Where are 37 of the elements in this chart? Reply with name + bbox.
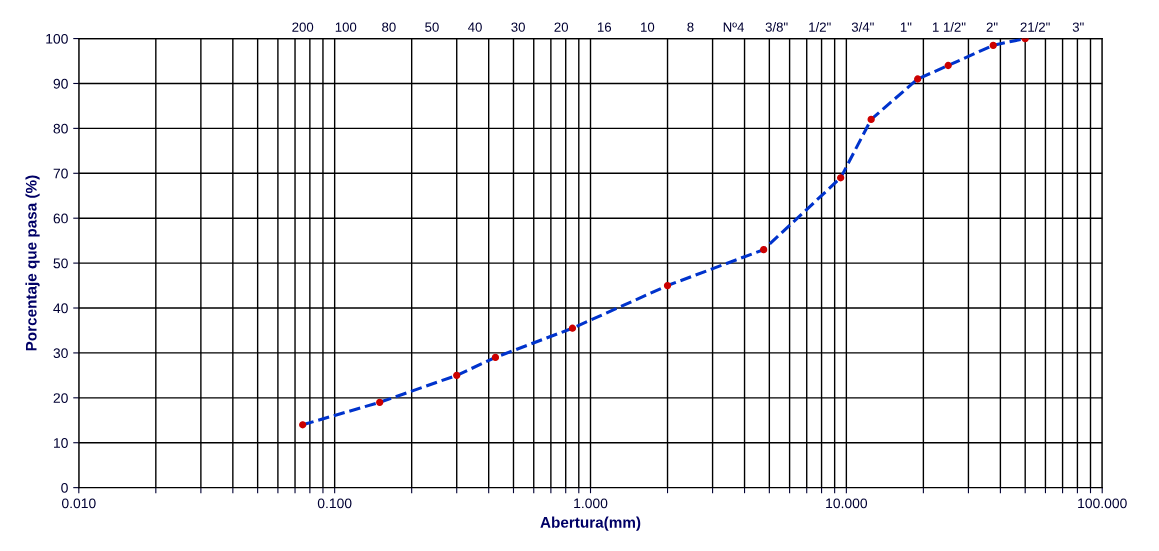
y-tick-label: 30 (53, 348, 68, 359)
y-tick-label: 80 (53, 123, 68, 134)
text: 21/2" (1020, 22, 1050, 32)
y-tick-label: 60 (53, 213, 68, 224)
y-tick-label: 40 (53, 303, 68, 314)
x-axis-title: Abertura(mm) (540, 516, 641, 531)
text: 100 (335, 22, 357, 32)
y-tick-label: 10 (54, 438, 68, 448)
text: Nº4 (723, 22, 744, 32)
y-tick-label: 0 (61, 482, 68, 493)
x-tick-label: 10.000 (826, 498, 868, 509)
text: 3" (1072, 22, 1084, 32)
y-tick-label: 20 (53, 393, 68, 403)
text: 30 (511, 22, 525, 32)
y-axis-title: Porcentaje que pasa (%) (25, 175, 40, 351)
text: 20 (554, 22, 569, 32)
text: 1/2" (809, 22, 831, 32)
x-tick-label: 0.010 (61, 498, 96, 509)
x-tick-label: 100.000 (1078, 498, 1127, 509)
text: 1 1/2" (932, 22, 966, 32)
x-tick-label: 0.100 (317, 498, 352, 509)
x-tick-label: 1.000 (574, 498, 608, 509)
text: 50 (425, 22, 439, 32)
text: 3/8" (765, 22, 788, 32)
y-tick-label: 50 (53, 258, 68, 269)
text: 2" (986, 22, 998, 32)
text: 80 (382, 22, 396, 32)
y-tick-label: 90 (53, 78, 68, 89)
text: 40 (468, 22, 482, 32)
text: 16 (597, 22, 612, 32)
text: 10 (641, 22, 655, 32)
text: 3/4" (851, 22, 874, 32)
text: 200 (292, 22, 314, 32)
y-tick-label: 70 (53, 168, 68, 179)
text: 1" (900, 22, 912, 32)
y-tick-label: 100 (46, 33, 68, 44)
text: 8 (687, 22, 694, 32)
